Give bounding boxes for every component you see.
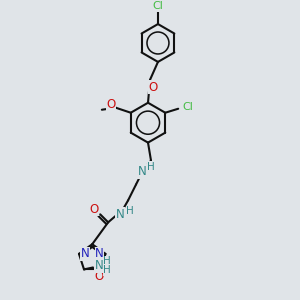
Text: O: O (90, 203, 99, 216)
Text: H: H (126, 206, 134, 216)
Text: N: N (81, 248, 89, 260)
Text: N: N (116, 208, 124, 221)
Text: Cl: Cl (183, 102, 194, 112)
Text: H: H (147, 161, 155, 172)
Text: H: H (103, 266, 111, 275)
Text: N: N (138, 165, 146, 178)
Text: O: O (148, 81, 158, 94)
Text: O: O (95, 270, 104, 283)
Text: N: N (95, 248, 104, 260)
Text: H: H (103, 256, 111, 266)
Text: Cl: Cl (152, 1, 164, 11)
Text: N: N (94, 259, 103, 272)
Text: O: O (106, 98, 116, 111)
